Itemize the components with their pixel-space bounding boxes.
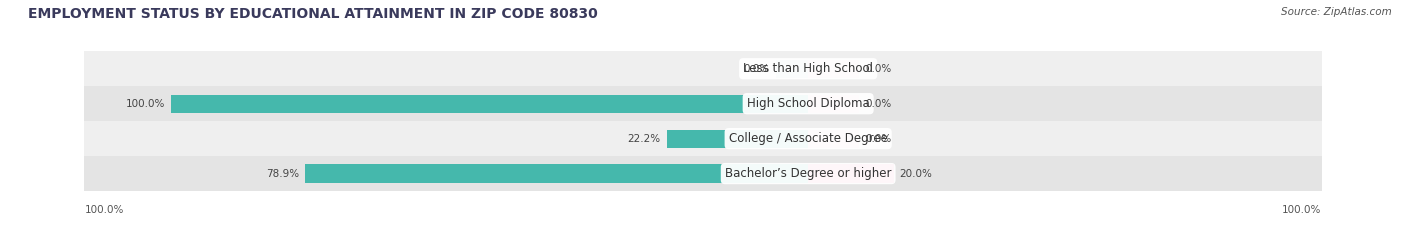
Bar [84, 156, 1322, 191]
Bar [808, 130, 859, 148]
Text: Bachelor’s Degree or higher: Bachelor’s Degree or higher [725, 167, 891, 180]
Text: Source: ZipAtlas.com: Source: ZipAtlas.com [1281, 7, 1392, 17]
Text: 78.9%: 78.9% [266, 169, 299, 178]
Bar [666, 130, 808, 148]
Bar [84, 121, 1322, 156]
Bar [776, 60, 808, 78]
Text: 100.0%: 100.0% [84, 205, 124, 215]
Text: 20.0%: 20.0% [900, 169, 932, 178]
Text: 0.0%: 0.0% [866, 134, 891, 144]
Bar [808, 95, 859, 113]
Text: High School Diploma: High School Diploma [747, 97, 869, 110]
Text: 22.2%: 22.2% [627, 134, 661, 144]
Text: EMPLOYMENT STATUS BY EDUCATIONAL ATTAINMENT IN ZIP CODE 80830: EMPLOYMENT STATUS BY EDUCATIONAL ATTAINM… [28, 7, 598, 21]
Bar [808, 60, 859, 78]
Bar [808, 164, 894, 183]
Text: 0.0%: 0.0% [866, 64, 891, 74]
Text: 0.0%: 0.0% [866, 99, 891, 109]
Text: College / Associate Degree: College / Associate Degree [728, 132, 887, 145]
Text: Less than High School: Less than High School [744, 62, 873, 75]
Text: 0.0%: 0.0% [744, 64, 770, 74]
Bar [84, 86, 1322, 121]
Text: 100.0%: 100.0% [125, 99, 165, 109]
Bar [84, 51, 1322, 86]
Bar [172, 95, 808, 113]
Text: 100.0%: 100.0% [1282, 205, 1322, 215]
Bar [305, 164, 808, 183]
